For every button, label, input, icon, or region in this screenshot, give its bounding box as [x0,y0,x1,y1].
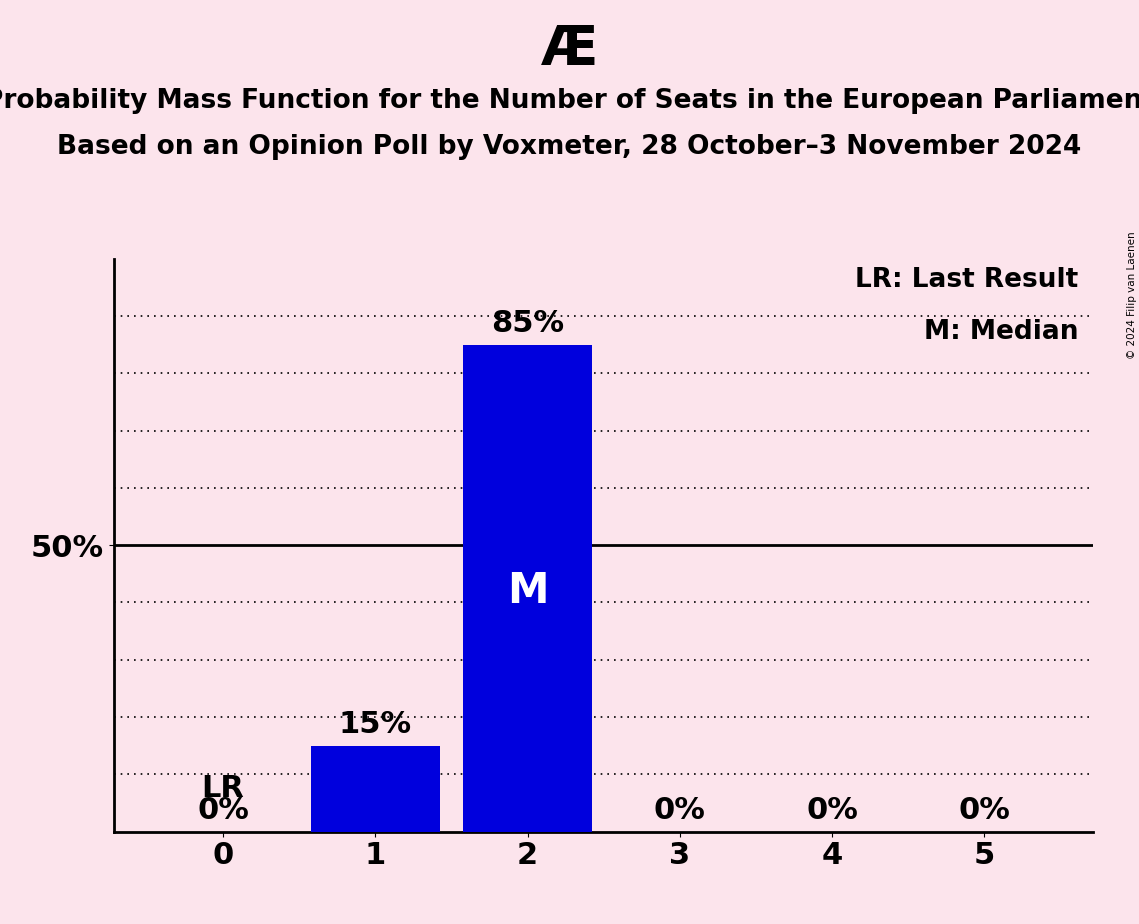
Text: 0%: 0% [654,796,706,825]
Text: 85%: 85% [491,309,564,338]
Text: 15%: 15% [338,710,412,739]
Text: M: Median: M: Median [924,319,1079,345]
Text: 0%: 0% [958,796,1010,825]
Text: © 2024 Filip van Laenen: © 2024 Filip van Laenen [1126,231,1137,359]
Bar [462,345,592,832]
Bar [311,746,440,832]
Text: Probability Mass Function for the Number of Seats in the European Parliament: Probability Mass Function for the Number… [0,88,1139,114]
Text: LR: Last Result: LR: Last Result [855,267,1079,293]
Text: M: M [507,570,548,612]
Text: 0%: 0% [197,796,249,825]
Text: 0%: 0% [806,796,858,825]
Text: Æ: Æ [541,23,598,75]
Text: Based on an Opinion Poll by Voxmeter, 28 October–3 November 2024: Based on an Opinion Poll by Voxmeter, 28… [57,134,1082,160]
Text: LR: LR [202,774,245,803]
